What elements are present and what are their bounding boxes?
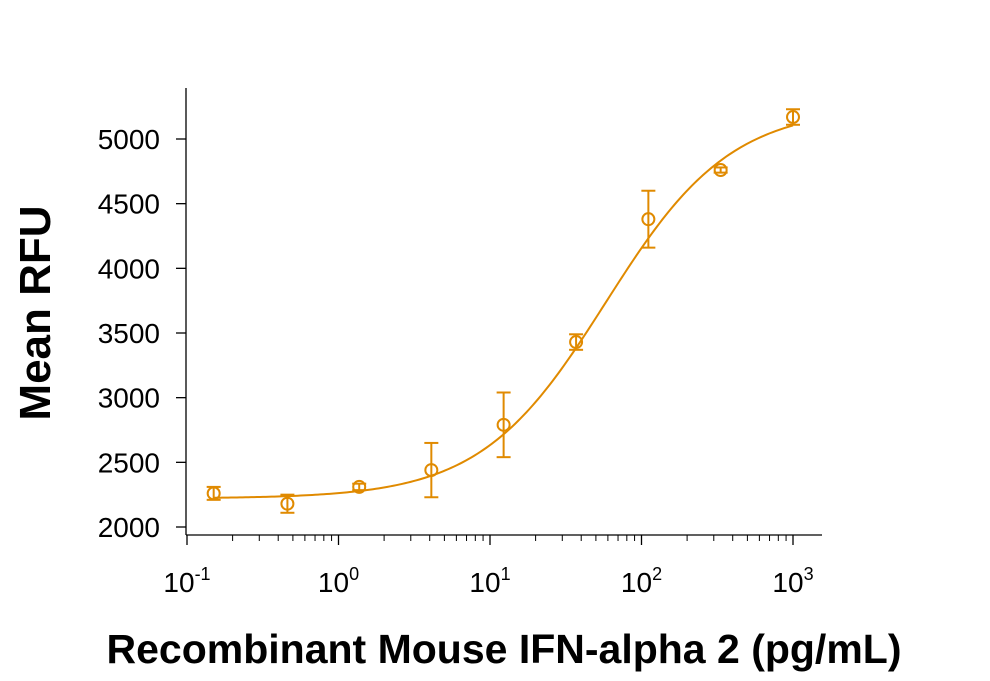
y-axis-ticks: 2000 2500 3000 3500 4000 4500 5000 [98, 124, 186, 543]
axes [185, 88, 822, 536]
y-tick-label: 5000 [98, 124, 160, 155]
x-tick-label: 100 [318, 564, 359, 598]
point-marker [206, 486, 221, 501]
data-point [786, 108, 800, 126]
y-tick-label: 4500 [98, 189, 160, 220]
y-tick-label: 2000 [98, 512, 160, 543]
y-axis-title: Mean RFU [11, 205, 60, 420]
x-axis-ticks: 10-1 100 101 102 103 [163, 535, 814, 598]
data-point [713, 163, 728, 178]
y-tick-label: 3500 [98, 318, 160, 349]
point-marker [424, 463, 439, 478]
y-tick-label: 3000 [98, 383, 160, 414]
data-points-layer [206, 108, 800, 514]
x-axis-title: Recombinant Mouse IFN-alpha 2 (pg/mL) [107, 626, 902, 672]
point-marker [641, 212, 656, 227]
x-tick-label: 102 [621, 564, 662, 598]
data-point [424, 441, 439, 499]
x-tick-label: 103 [772, 564, 813, 598]
point-marker [280, 496, 295, 511]
data-point [206, 485, 221, 501]
x-tick-label: 10-1 [163, 564, 210, 598]
y-tick-label: 4000 [98, 253, 160, 284]
data-point [352, 479, 367, 494]
data-point [569, 333, 584, 351]
y-tick-label: 2500 [98, 447, 160, 478]
point-marker [569, 335, 584, 350]
point-marker [786, 110, 800, 125]
point-marker [713, 163, 728, 178]
point-marker [496, 417, 511, 432]
data-point [496, 391, 511, 459]
point-marker [352, 479, 367, 494]
data-point [641, 189, 656, 249]
x-tick-label: 101 [469, 564, 510, 598]
data-point [280, 493, 295, 514]
